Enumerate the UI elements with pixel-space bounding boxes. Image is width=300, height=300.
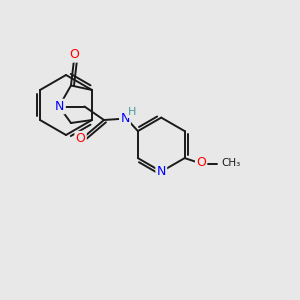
Text: O: O bbox=[69, 48, 79, 62]
Text: N: N bbox=[120, 112, 130, 125]
Text: H: H bbox=[128, 107, 136, 117]
Text: N: N bbox=[157, 165, 166, 178]
Text: O: O bbox=[196, 156, 206, 170]
Text: N: N bbox=[55, 100, 64, 113]
Text: CH₃: CH₃ bbox=[221, 158, 241, 169]
Text: O: O bbox=[76, 132, 85, 145]
